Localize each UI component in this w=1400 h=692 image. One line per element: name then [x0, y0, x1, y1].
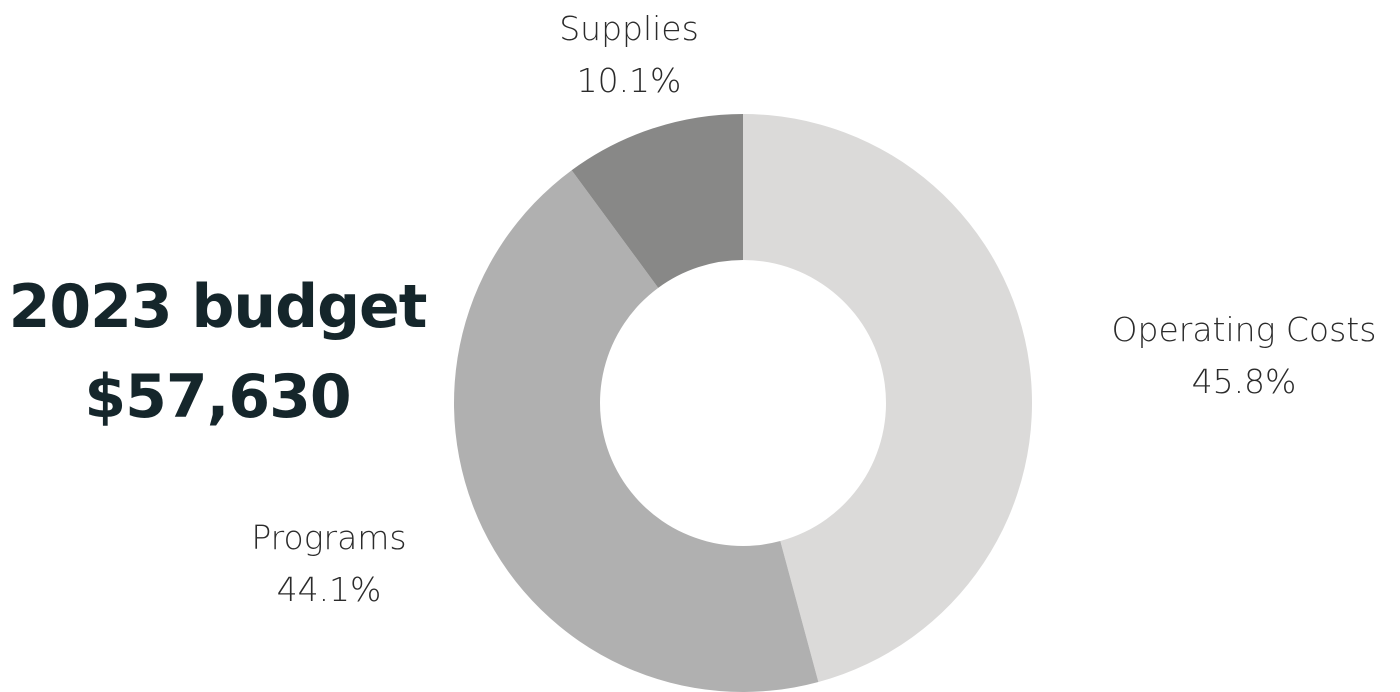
- slice-operating-costs: [743, 114, 1032, 682]
- slice-value-programs: 44.1%: [277, 570, 382, 609]
- slice-value-supplies: 10.1%: [577, 61, 682, 100]
- slice-value-operating-costs: 45.8%: [1192, 362, 1297, 401]
- slice-supplies: [571, 114, 743, 288]
- budget-headline: 2023 budget $57,630: [0, 262, 435, 442]
- slice-programs: [454, 170, 819, 692]
- budget-title: 2023 budget: [8, 272, 428, 342]
- slice-label-programs: Programs: [251, 518, 406, 557]
- slice-label-operating-costs: Operating Costs: [1112, 310, 1377, 349]
- slice-label-supplies: Supplies: [559, 9, 699, 48]
- budget-amount: $57,630: [84, 362, 351, 432]
